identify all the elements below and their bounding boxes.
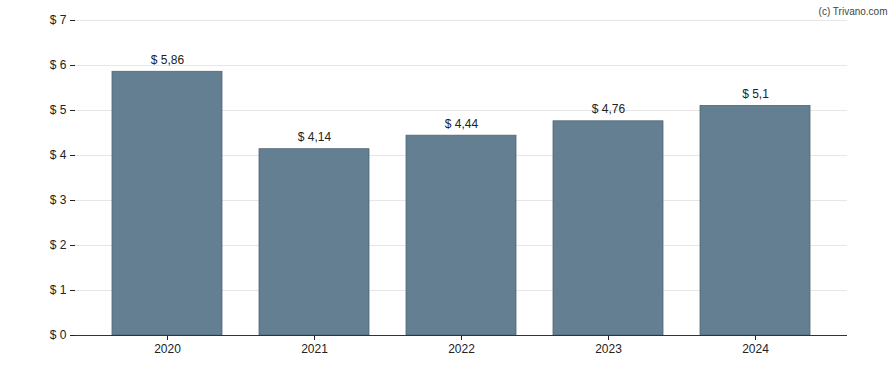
svg-text:2020: 2020 [154, 342, 181, 356]
svg-text:$ 6: $ 6 [50, 58, 67, 72]
svg-text:$ 3: $ 3 [50, 193, 67, 207]
svg-text:$ 5,1: $ 5,1 [742, 87, 769, 101]
svg-text:$ 4,14: $ 4,14 [298, 130, 332, 144]
svg-text:$ 0: $ 0 [50, 328, 67, 342]
svg-text:$ 4,44: $ 4,44 [445, 117, 479, 131]
svg-text:$ 5,86: $ 5,86 [151, 53, 185, 67]
svg-text:2023: 2023 [595, 342, 622, 356]
svg-text:(c) Trivano.com: (c) Trivano.com [819, 6, 888, 17]
svg-text:$ 4: $ 4 [50, 148, 67, 162]
svg-text:2024: 2024 [742, 342, 769, 356]
svg-text:$ 1: $ 1 [50, 283, 67, 297]
svg-text:2022: 2022 [448, 342, 475, 356]
svg-text:$ 7: $ 7 [50, 13, 67, 27]
svg-text:$ 4,76: $ 4,76 [592, 102, 626, 116]
svg-text:2021: 2021 [301, 342, 328, 356]
svg-text:$ 5: $ 5 [50, 103, 67, 117]
svg-text:$ 2: $ 2 [50, 238, 67, 252]
